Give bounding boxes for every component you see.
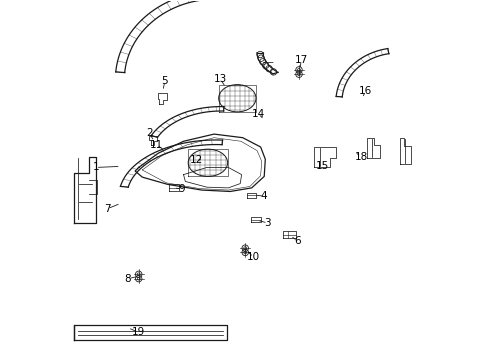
Text: 9: 9 xyxy=(178,184,184,194)
Text: 1: 1 xyxy=(92,162,99,172)
Text: 4: 4 xyxy=(261,191,267,201)
Text: 8: 8 xyxy=(124,274,131,284)
Text: 16: 16 xyxy=(358,86,371,96)
Text: 13: 13 xyxy=(213,74,226,84)
Text: 14: 14 xyxy=(251,109,264,119)
Text: 15: 15 xyxy=(315,161,328,171)
Text: 19: 19 xyxy=(132,327,145,337)
Text: 6: 6 xyxy=(294,236,300,246)
Text: 5: 5 xyxy=(161,76,168,86)
Text: 2: 2 xyxy=(146,129,152,138)
Text: 12: 12 xyxy=(189,155,203,165)
Text: 10: 10 xyxy=(246,252,260,262)
Text: 3: 3 xyxy=(264,218,270,228)
Text: 7: 7 xyxy=(104,204,111,214)
Text: 17: 17 xyxy=(294,55,307,65)
Text: 11: 11 xyxy=(150,140,163,150)
Text: 18: 18 xyxy=(354,152,367,162)
